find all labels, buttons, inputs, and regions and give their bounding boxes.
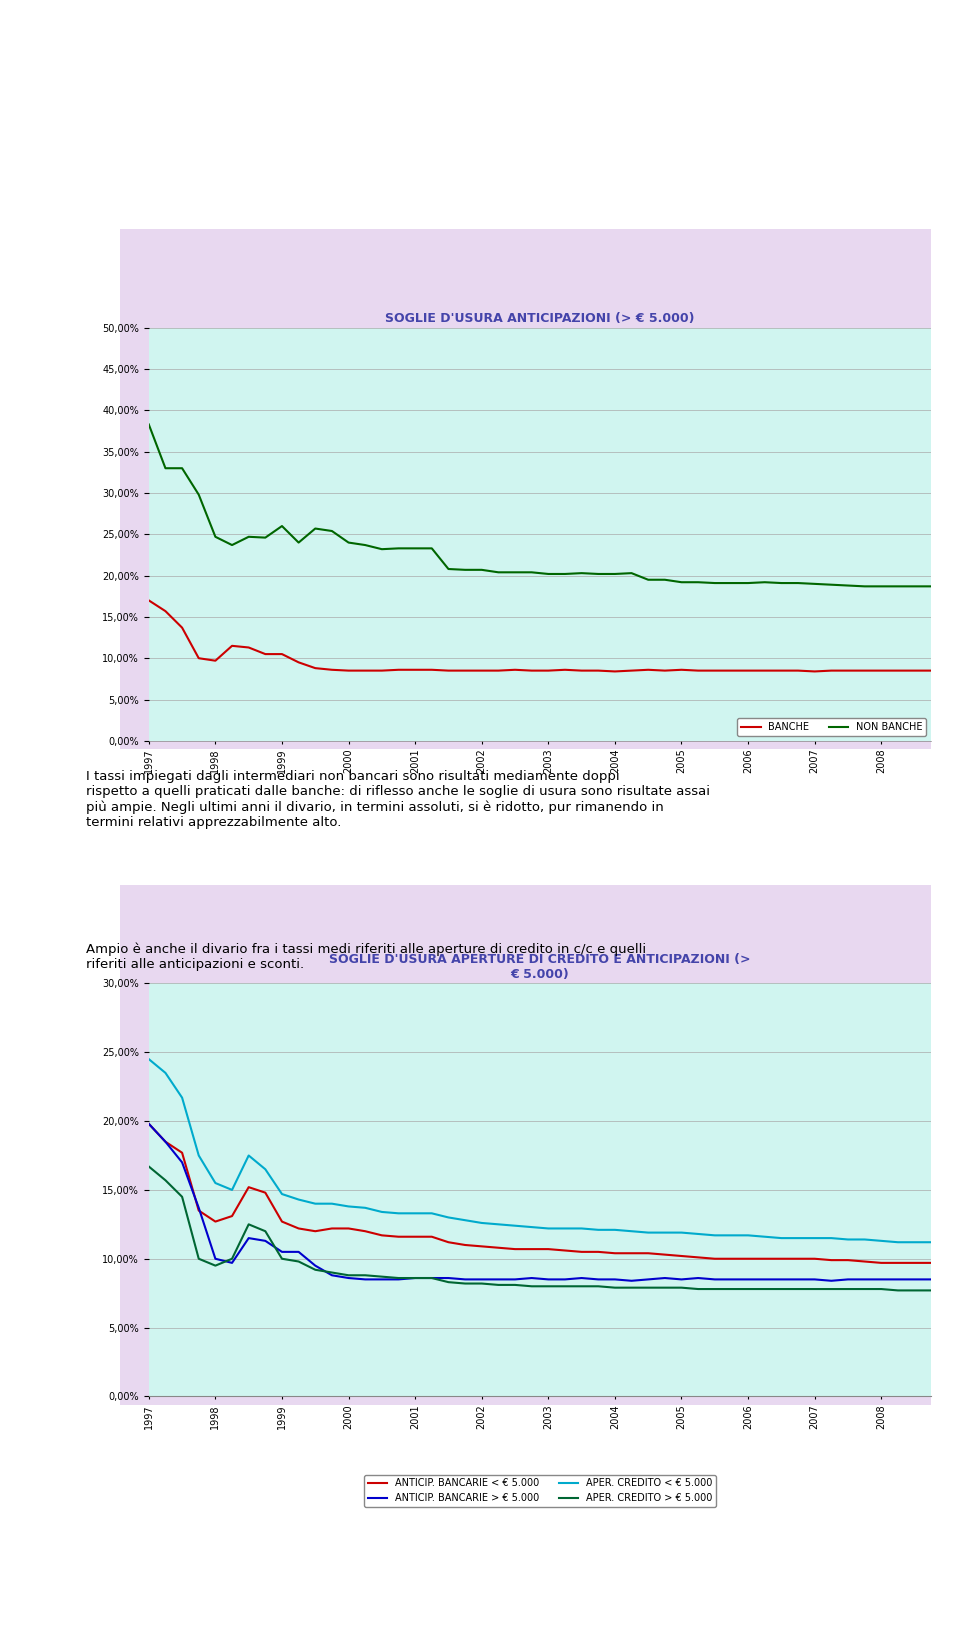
Text: I tassi impiegati dagli intermediari non bancari sono risultati mediamente doppi: I tassi impiegati dagli intermediari non… (86, 770, 710, 829)
Title: SOGLIE D'USURA ANTICIPAZIONI (> € 5.000): SOGLIE D'USURA ANTICIPAZIONI (> € 5.000) (385, 313, 695, 325)
Legend: BANCHE, NON BANCHE: BANCHE, NON BANCHE (737, 718, 926, 736)
Text: Ampio è anche il divario fra i tassi medi riferiti alle aperture di credito in : Ampio è anche il divario fra i tassi me… (86, 942, 646, 970)
Legend: ANTICIP. BANCARIE < € 5.000, ANTICIP. BANCARIE > € 5.000, APER. CREDITO < € 5.00: ANTICIP. BANCARIE < € 5.000, ANTICIP. BA… (364, 1475, 716, 1508)
Title: SOGLIE D'USURA APERTURE DI CREDITO E ANTICIPAZIONI (>
€ 5.000): SOGLIE D'USURA APERTURE DI CREDITO E ANT… (329, 952, 751, 980)
